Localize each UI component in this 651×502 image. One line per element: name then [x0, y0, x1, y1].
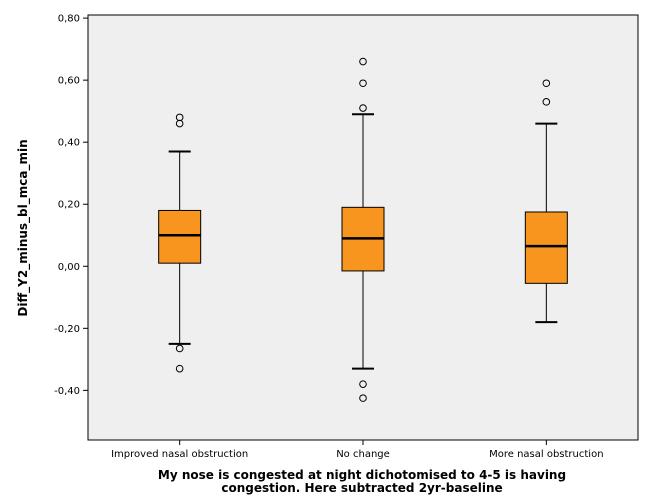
- outlier-point: [359, 394, 367, 402]
- x-axis-title-line-1: My nose is congested at night dichotomis…: [158, 468, 566, 482]
- iqr-box: [524, 211, 568, 284]
- x-category-label: Improved nasal obstruction: [111, 449, 248, 460]
- y-axis-title: Diff_Y2_minus_bl_mca_min: [16, 139, 31, 316]
- y-tick-label: 0,40: [58, 138, 80, 149]
- outlier-point: [175, 119, 184, 128]
- y-tick-label: -0,20: [54, 324, 80, 335]
- y-tick-label: 0,00: [58, 262, 80, 273]
- y-tick-label: 0,80: [58, 14, 80, 25]
- y-tick-label: -0,40: [54, 386, 80, 397]
- iqr-box: [158, 209, 202, 264]
- x-axis-title-line-2: congestion. Here subtracted 2yr-baseline: [221, 481, 502, 495]
- x-axis-categories: Improved nasal obstruction No change More …: [111, 440, 604, 460]
- outlier-point: [359, 79, 367, 88]
- y-axis-ticks: 0,80 0,60 0,40 0,20 0,00 -0,20 -0,40: [54, 14, 88, 397]
- outlier-point: [542, 98, 551, 106]
- box-group: [158, 113, 202, 373]
- x-category-label: No change: [336, 449, 390, 460]
- outlier-point: [359, 380, 367, 388]
- y-tick-label: 0,20: [58, 200, 80, 211]
- outlier-point: [175, 364, 184, 373]
- outlier-point: [359, 57, 367, 66]
- outlier-point: [542, 79, 551, 88]
- y-tick-label: 0,60: [58, 76, 80, 87]
- outlier-point: [359, 104, 367, 112]
- outlier-point: [175, 344, 184, 353]
- box-series: [158, 57, 568, 402]
- x-category-label: More nasal obstruction: [489, 449, 603, 460]
- box-group: [341, 57, 385, 402]
- box-group: [524, 79, 568, 324]
